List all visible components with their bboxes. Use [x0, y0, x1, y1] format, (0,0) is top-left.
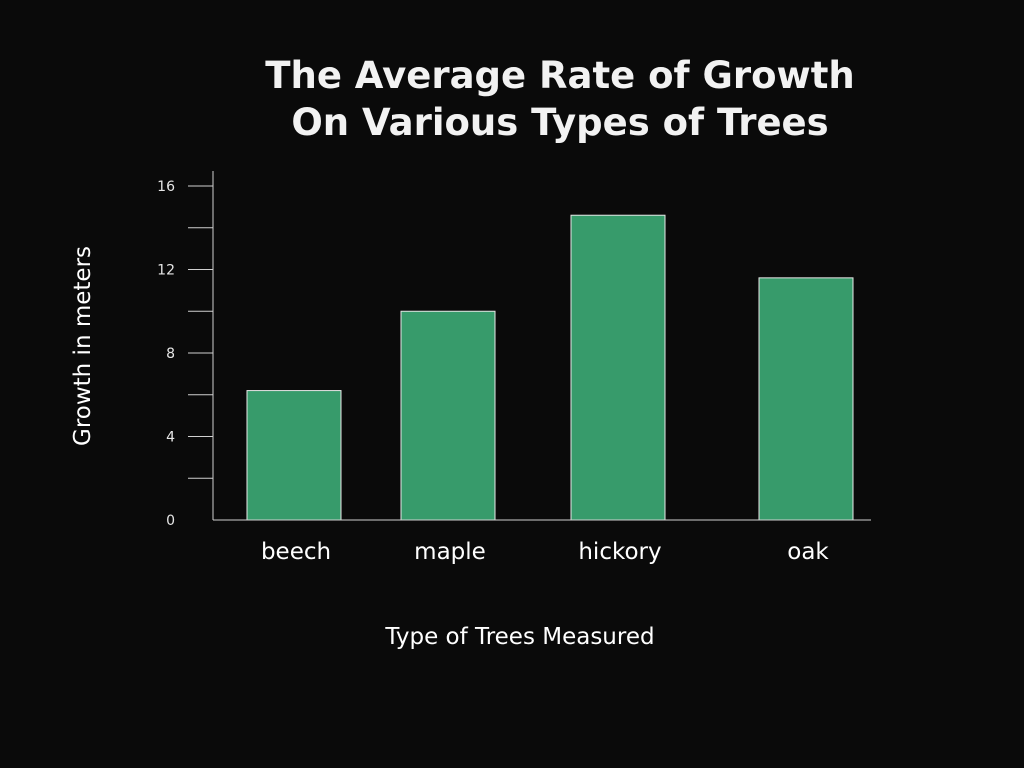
bars-group [246, 214, 854, 521]
bar-oak [758, 277, 854, 521]
bar-maple [400, 310, 496, 521]
y-tick-label: 4 [166, 430, 175, 446]
y-tick-label: 0 [166, 513, 175, 529]
category-labels-group: beech maple hickory oak [261, 539, 829, 565]
category-label-beech: beech [261, 539, 331, 565]
category-label-oak: oak [787, 539, 829, 565]
y-axis-title: Growth in meters [70, 246, 96, 446]
y-tick-label: 12 [157, 263, 175, 279]
chart-title-line-2: On Various Types of Trees [291, 101, 829, 144]
bar-hickory [570, 214, 666, 521]
category-label-maple: maple [414, 539, 486, 565]
chart-title-line-1: The Average Rate of Growth [265, 54, 855, 97]
chart-title: The Average Rate of Growth On Various Ty… [200, 52, 920, 146]
y-tick-label: 8 [166, 346, 175, 362]
y-ticks-group: 0 4 8 12 16 [157, 179, 213, 529]
x-axis-title: Type of Trees Measured [384, 624, 654, 650]
bar-beech [246, 390, 342, 521]
category-label-hickory: hickory [578, 539, 661, 565]
y-tick-label: 16 [157, 179, 175, 195]
